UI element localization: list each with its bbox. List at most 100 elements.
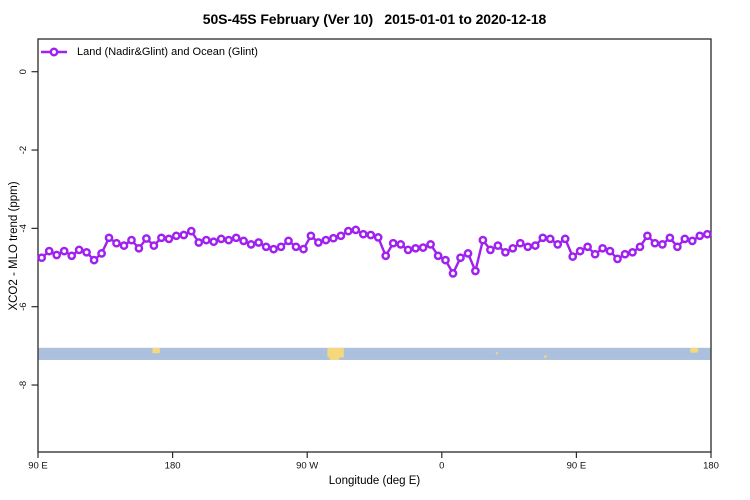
data-point — [530, 241, 540, 250]
legend: Land (Nadir&Glint) and Ocean (Glint) — [41, 46, 258, 58]
data-point — [112, 238, 121, 248]
data-point — [67, 251, 77, 261]
legend-marker-circle — [49, 47, 59, 57]
data-point — [171, 231, 181, 241]
legend-label: Land (Nadir&Glint) and Ocean (Glint) — [77, 46, 258, 58]
data-point — [628, 247, 637, 257]
data-point — [351, 225, 361, 235]
data-point — [239, 236, 248, 246]
data-point — [119, 241, 129, 250]
legend-line-marker-icon — [41, 47, 67, 57]
data-point — [441, 255, 450, 265]
data-point — [523, 242, 533, 252]
land-prince-edward-islands — [495, 352, 499, 355]
x-tick-label: 90 E — [567, 461, 587, 472]
data-point — [89, 255, 99, 265]
data-point — [276, 242, 286, 252]
data-point — [553, 240, 563, 249]
data-point — [201, 235, 211, 245]
data-point — [538, 233, 548, 243]
map-strip — [38, 347, 711, 360]
data-point — [224, 235, 234, 245]
data-point — [403, 245, 413, 255]
data-point — [411, 243, 420, 253]
data-point — [321, 235, 331, 245]
data-point — [373, 233, 383, 242]
y-tick-label: -4 — [18, 224, 29, 232]
data-point — [157, 233, 166, 243]
data-series — [37, 225, 712, 278]
y-tick-label: 0 — [18, 69, 29, 74]
data-point — [343, 226, 353, 236]
data-point — [456, 253, 465, 263]
data-point — [418, 243, 428, 252]
data-point — [329, 233, 338, 243]
land-new-zealand — [152, 347, 160, 354]
data-point — [336, 231, 346, 241]
data-point — [650, 238, 660, 248]
y-tick-label: -2 — [18, 146, 29, 154]
data-point — [246, 240, 256, 249]
data-point — [463, 249, 473, 258]
data-point — [381, 251, 391, 261]
data-point — [388, 238, 398, 248]
data-point — [149, 241, 159, 250]
x-tick-label: 0 — [439, 461, 444, 472]
data-point — [545, 234, 555, 244]
data-point — [164, 234, 174, 244]
data-point — [590, 249, 600, 259]
data-point — [186, 226, 196, 236]
data-point — [426, 240, 435, 249]
y-tick-label: -8 — [18, 381, 29, 389]
data-point — [284, 236, 293, 246]
x-axis-label: Longitude (deg E) — [328, 475, 421, 487]
data-point — [605, 246, 615, 256]
data-point — [59, 246, 69, 256]
data-point — [613, 254, 622, 264]
data-point — [433, 251, 443, 261]
data-point — [673, 242, 682, 252]
data-point — [568, 252, 578, 261]
data-point — [314, 238, 323, 247]
plot-border — [37, 38, 712, 453]
data-point — [448, 269, 458, 278]
x-tick-label: 90 E — [28, 461, 48, 472]
data-point — [37, 253, 47, 263]
data-point — [575, 246, 585, 256]
data-point — [478, 235, 488, 245]
data-point — [209, 237, 219, 247]
data-point — [269, 244, 278, 254]
data-point — [52, 250, 62, 260]
data-point — [635, 242, 645, 252]
data-point — [620, 249, 630, 259]
data-point — [680, 234, 690, 244]
x-tick-label: 90 W — [296, 461, 318, 472]
data-point — [358, 229, 368, 239]
x-tick-label: 180 — [165, 461, 181, 472]
data-point — [231, 233, 241, 243]
y-axis-ticks: 0 -2 -4 -6 -8 — [18, 69, 38, 389]
data-point — [501, 247, 510, 257]
data-point — [261, 242, 271, 252]
land-kerguelen-islands — [544, 355, 547, 359]
data-point — [127, 235, 136, 245]
data-point — [179, 230, 189, 240]
data-point — [598, 243, 607, 253]
data-point — [366, 230, 376, 240]
data-point — [658, 240, 667, 249]
data-point — [702, 229, 712, 239]
map-strip-ocean — [38, 347, 711, 360]
data-point — [486, 245, 495, 255]
data-point — [665, 233, 675, 243]
data-point — [291, 242, 301, 252]
data-point — [583, 242, 592, 252]
data-point — [695, 231, 705, 241]
data-point — [134, 243, 144, 253]
data-point — [560, 234, 570, 244]
data-point — [493, 241, 503, 250]
data-point — [254, 238, 263, 247]
data-point — [471, 266, 480, 276]
data-point — [515, 238, 525, 248]
data-point — [508, 243, 518, 253]
